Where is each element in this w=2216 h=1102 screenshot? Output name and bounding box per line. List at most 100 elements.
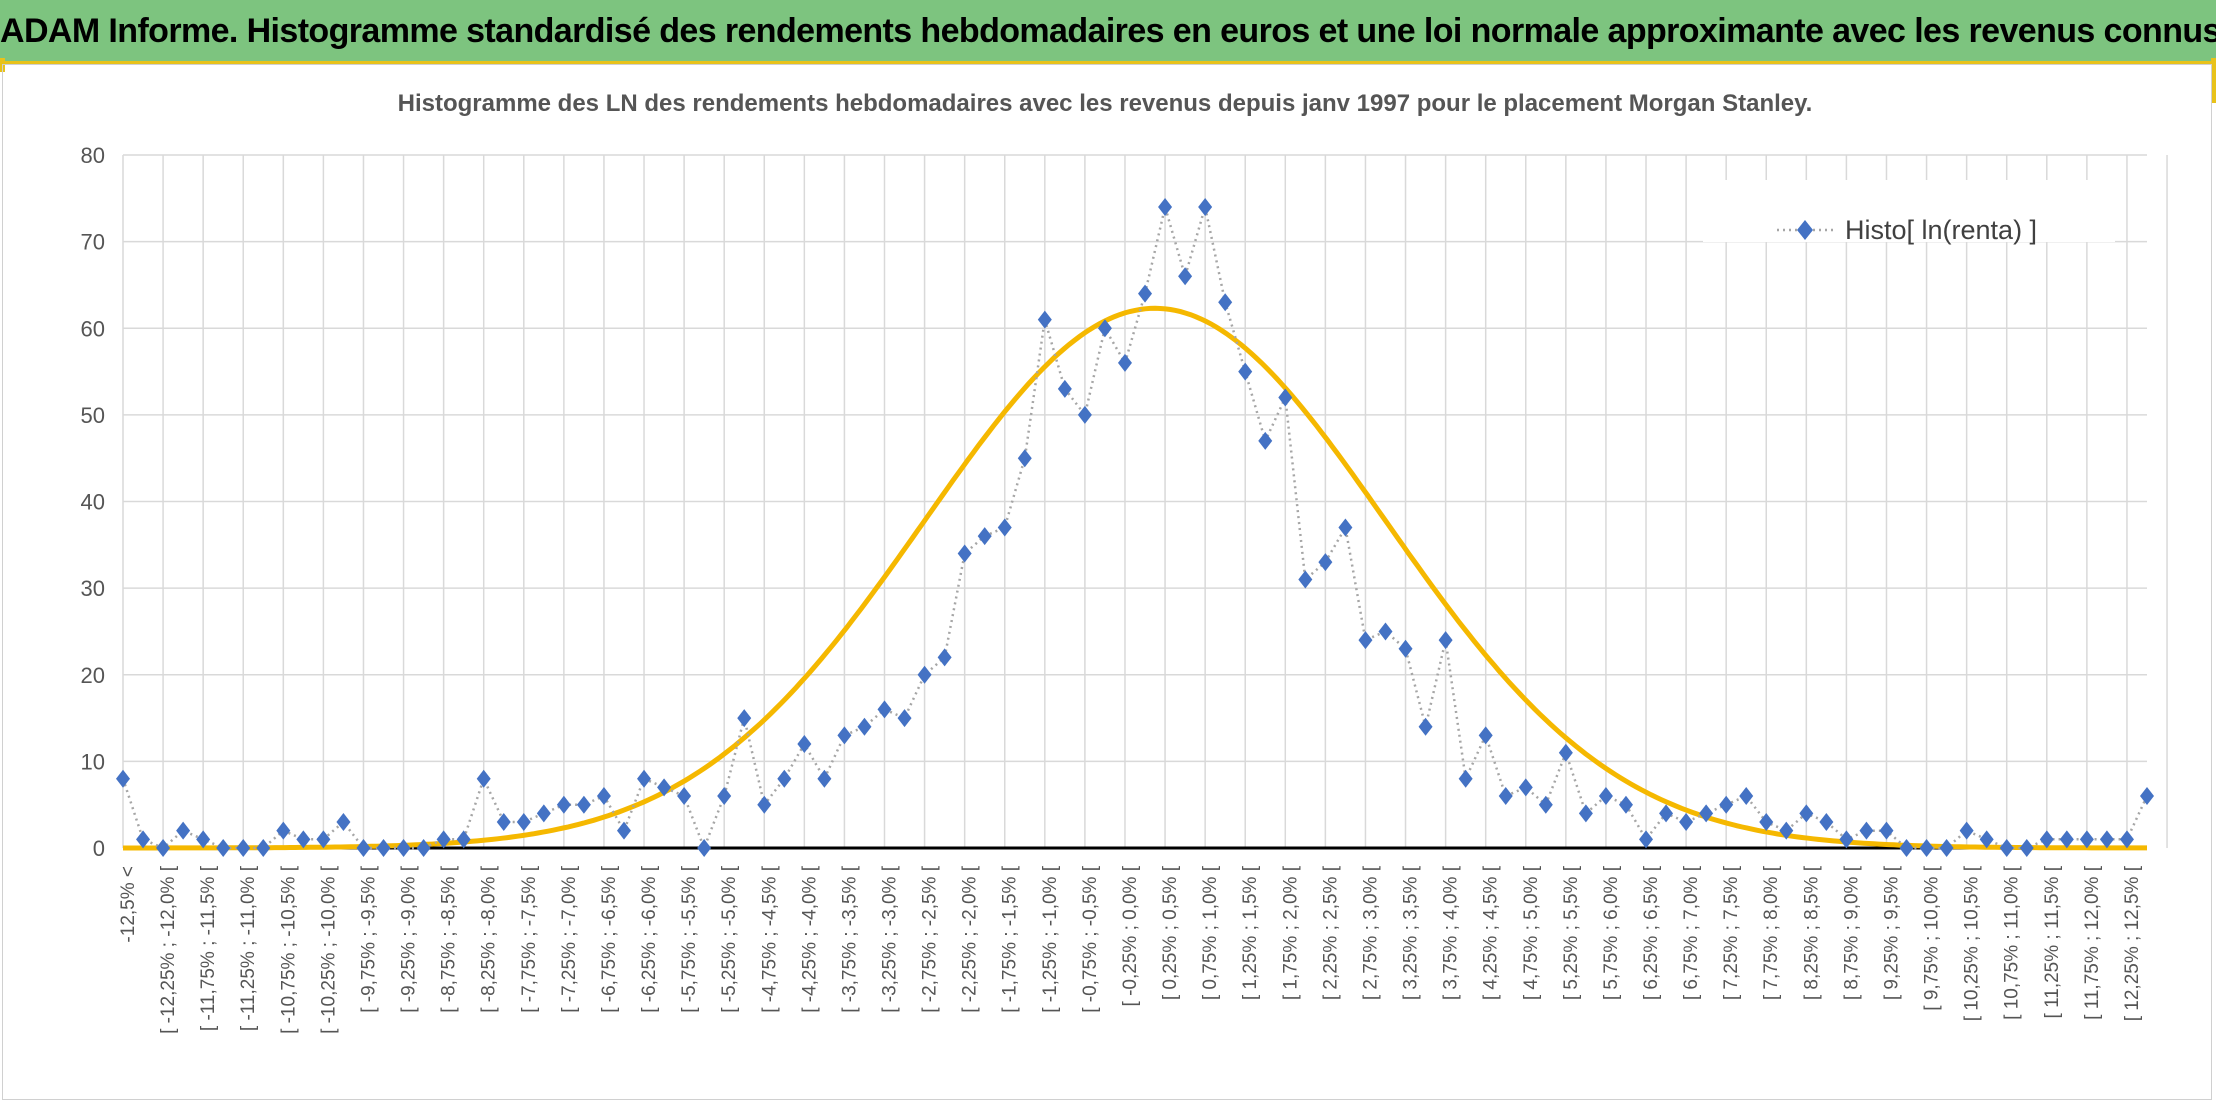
data-point-marker: [1017, 449, 1032, 468]
x-tick-label: [ 6,75% ; 7,0% [: [1681, 865, 1702, 1000]
data-point-marker: [1979, 830, 1994, 849]
data-point-marker: [1578, 804, 1593, 823]
x-tick-label: [ 3,25% ; 3,5% [: [1401, 865, 1422, 1000]
x-tick-label: [ 11,25% ; 11,5% [: [2042, 865, 2063, 1018]
y-tick-label: 0: [93, 836, 105, 861]
x-tick-label: [ -2,25% ; -2,0% [: [960, 865, 981, 1013]
data-point-marker: [1178, 267, 1193, 286]
data-point-marker: [1919, 839, 1934, 857]
data-point-marker: [1598, 787, 1613, 806]
x-tick-label: [ 7,25% ; 7,5% [: [1721, 865, 1742, 1000]
legend-label: Histo[ ln(renta) ]: [1845, 215, 2037, 245]
data-point-marker: [516, 813, 531, 832]
y-tick-label: 80: [81, 143, 105, 168]
x-tick-label: [ 6,25% ; 6,5% [: [1641, 865, 1662, 1000]
x-tick-label: [ 10,25% ; 10,5% [: [1962, 865, 1983, 1021]
data-point-marker: [376, 839, 391, 857]
data-point-marker: [2019, 839, 2034, 857]
data-point-marker: [136, 830, 151, 849]
data-point-marker: [957, 544, 972, 563]
data-point-marker: [176, 821, 191, 840]
data-point-marker: [1719, 795, 1734, 814]
x-tick-label: [ -9,75% ; -9,5% [: [358, 865, 379, 1013]
x-tick-label: [ -3,75% ; -3,5% [: [839, 865, 860, 1013]
data-point-marker: [797, 735, 812, 754]
x-tick-label: [ 1,75% ; 2,0% [: [1280, 865, 1301, 1000]
x-tick-label: [ 4,25% ; 4,5% [: [1481, 865, 1502, 1000]
x-tick-label: [ -5,75% ; -5,5% [: [679, 865, 700, 1013]
data-point-marker: [1538, 795, 1553, 814]
x-tick-label: [ 2,75% ; 3,0% [: [1360, 865, 1381, 1000]
data-point-marker: [1498, 787, 1513, 806]
x-tick-label: [ 4,75% ; 5,0% [: [1521, 865, 1542, 1000]
data-point-marker: [2039, 830, 2054, 849]
data-point-marker: [917, 665, 932, 684]
data-point-marker: [1799, 804, 1814, 823]
x-tick-label: [ 0,75% ; 1,0% [: [1200, 865, 1221, 1000]
data-point-marker: [1618, 795, 1633, 814]
x-tick-label: [ 8,25% ; 8,5% [: [1801, 865, 1822, 1000]
data-point-marker: [717, 787, 732, 806]
data-point-marker: [596, 787, 611, 806]
x-tick-label: [ 5,25% ; 5,5% [: [1561, 865, 1582, 1000]
y-tick-label: 20: [81, 663, 105, 688]
data-point-marker: [416, 839, 431, 857]
data-point-marker: [1478, 726, 1493, 745]
data-point-marker: [216, 839, 231, 857]
x-tick-label: [ -6,75% ; -6,5% [: [599, 865, 620, 1013]
chart-legend: Histo[ ln(renta) ]: [1703, 180, 2115, 245]
data-point-marker: [536, 804, 551, 823]
data-point-marker: [1939, 839, 1954, 857]
histogram-chart: Histogramme des LN des rendements hebdom…: [81, 90, 2168, 1034]
data-point-marker: [1238, 362, 1253, 381]
data-point-marker: [977, 527, 992, 546]
data-point-marker: [1318, 553, 1333, 572]
data-point-marker: [757, 795, 772, 814]
x-tick-label: [ -2,75% ; -2,5% [: [920, 865, 941, 1013]
histogram-series-markers: [116, 197, 2154, 857]
data-point-marker: [2140, 787, 2154, 806]
data-point-marker: [196, 830, 211, 849]
x-tick-label: [ 9,25% ; 9,5% [: [1881, 865, 1902, 1000]
data-point-marker: [1779, 821, 1794, 840]
data-point-marker: [316, 830, 331, 849]
data-point-marker: [1258, 431, 1273, 450]
data-point-marker: [556, 795, 571, 814]
y-axis-tick-labels: 0 10 20 30 40 50 60 70 80: [81, 143, 105, 861]
x-tick-label: [ -7,25% ; -7,0% [: [559, 865, 580, 1013]
data-point-marker: [677, 787, 692, 806]
data-point-marker: [897, 709, 912, 728]
data-point-marker: [1759, 813, 1774, 832]
data-point-marker: [336, 813, 351, 832]
y-tick-label: 70: [81, 230, 105, 255]
x-tick-label: [ -1,25% ; -1,0% [: [1040, 865, 1061, 1013]
legend-diamond-icon: [1797, 220, 1813, 240]
data-point-marker: [1398, 639, 1413, 658]
x-tick-label: [ 2,25% ; 2,5% [: [1320, 865, 1341, 1000]
x-tick-label: [ 9,75% ; 10,0% [: [1922, 865, 1943, 1010]
data-point-marker: [1879, 821, 1894, 840]
data-point-marker: [1859, 821, 1874, 840]
data-point-marker: [1679, 813, 1694, 832]
y-tick-label: 10: [81, 749, 105, 774]
x-tick-label: [ -11,75% ; -11,5% [: [198, 865, 219, 1031]
x-tick-label: [ -12,25% ; -12,0% [: [158, 865, 179, 1034]
data-point-marker: [1077, 405, 1092, 424]
chart-frame: Histogramme des LN des rendements hebdom…: [2, 64, 2212, 1100]
data-point-marker: [1338, 518, 1353, 537]
x-tick-label: [ -8,75% ; -8,5% [: [439, 865, 460, 1013]
data-point-marker: [456, 830, 471, 849]
data-point-marker: [737, 709, 752, 728]
histogram-series-line: [121, 202, 2149, 852]
data-point-marker: [1378, 622, 1393, 641]
legend-background: [1703, 180, 2115, 242]
x-tick-label: [ -10,75% ; -10,5% [: [278, 865, 299, 1034]
data-point-marker: [657, 778, 672, 797]
data-point-marker: [256, 839, 271, 857]
data-point-marker: [576, 795, 591, 814]
data-point-marker: [2079, 830, 2094, 849]
data-point-marker: [637, 769, 652, 788]
normal-fit-curve: [123, 305, 2147, 851]
y-tick-label: 40: [81, 490, 105, 515]
data-point-marker: [997, 518, 1012, 537]
